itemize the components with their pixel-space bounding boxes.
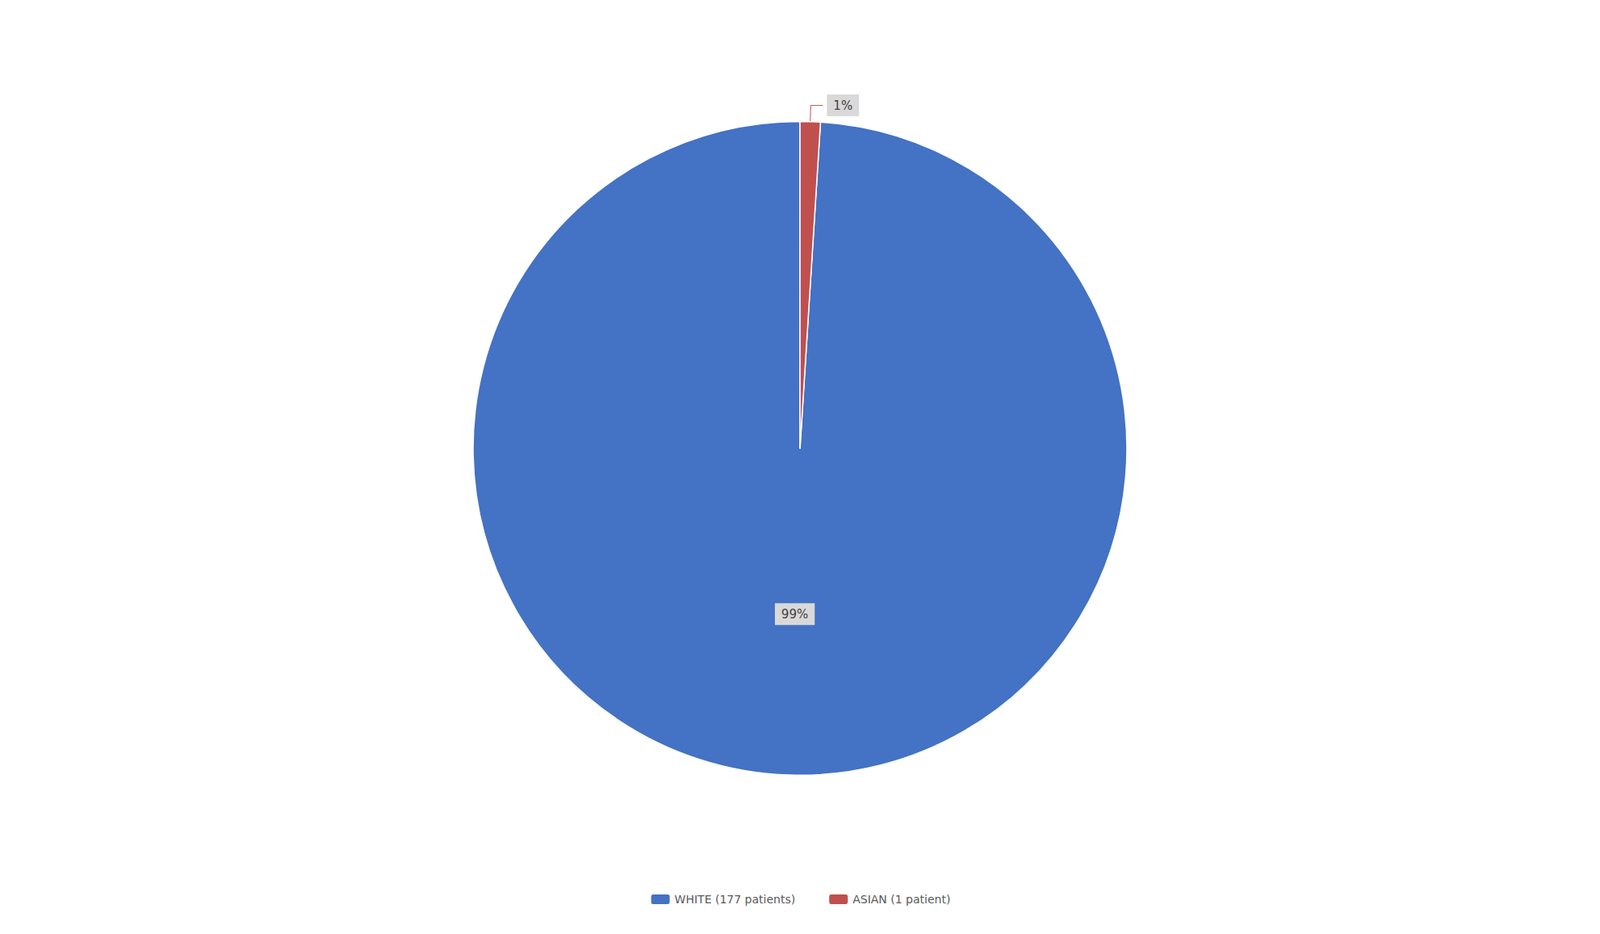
svg-text:WHITE (177 patients): WHITE (177 patients)	[674, 892, 796, 906]
svg-text:ASIAN (1 patient): ASIAN (1 patient)	[852, 892, 951, 906]
svg-text:99%: 99%	[781, 607, 809, 622]
svg-text:1%: 1%	[833, 98, 853, 114]
